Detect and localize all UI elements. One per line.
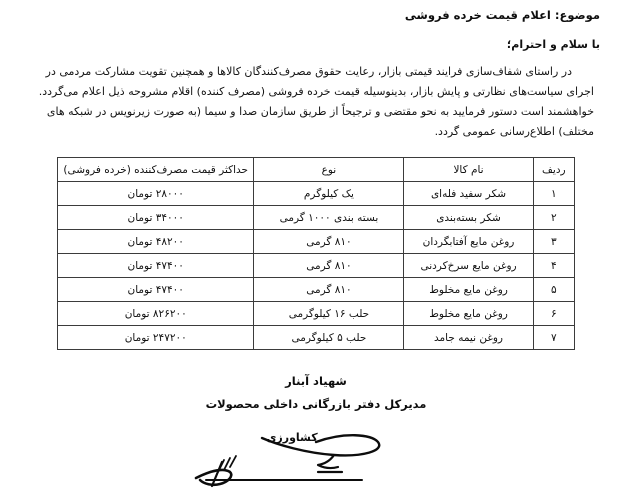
table-row: ۲ شکر بسته‌بندی بسته بندی ۱۰۰۰ گرمی ۳۴۰۰…	[56, 205, 576, 230]
document-greeting: با سلام و احترام؛	[506, 38, 600, 51]
table-header-row: ردیف نام کالا نوع حداکثر قیمت مصرف‌کننده…	[56, 157, 576, 182]
table-row: ۶ روغن مایع مخلوط حلب ۱۶ کیلوگرمی ۸۲۶۲۰۰…	[56, 301, 576, 326]
cell-radif: ۵	[532, 277, 576, 302]
signatory-name: شهیاد آبنار	[285, 374, 347, 388]
table-row: ۷ روغن نیمه جامد حلب ۵ کیلوگرمی ۲۴۷۲۰۰ ت…	[56, 325, 576, 350]
cell-radif: ۱	[532, 181, 576, 206]
cell-radif: ۶	[532, 301, 576, 326]
cell-type: یک کیلوگرم	[253, 181, 405, 206]
signature-handwritten-word: کشاورزی	[266, 431, 318, 444]
cell-type: بسته بندی ۱۰۰۰ گرمی	[253, 205, 405, 230]
signature-block: شهیاد آبنار مدیرکل دفتر بازرگانی داخلی م…	[0, 374, 632, 411]
body-line-2: اجرای سیاست‌های نظارتی و پایش بازار، بدی…	[38, 85, 594, 98]
price-table-container: ردیف نام کالا نوع حداکثر قیمت مصرف‌کننده…	[56, 157, 576, 350]
table-row: ۱ شکر سفید فله‌ای یک کیلوگرم ۲۸۰۰۰ تومان	[56, 181, 576, 206]
cell-price: ۲۸۰۰۰ تومان	[56, 181, 255, 206]
cell-price: ۳۴۰۰۰ تومان	[56, 205, 255, 230]
signatory-title: مدیرکل دفتر بازرگانی داخلی محصولات	[205, 397, 427, 411]
table-row: ۵ روغن مایع مخلوط ۸۱۰ گرمی ۴۷۴۰۰ تومان	[56, 277, 576, 302]
document-subject: موضوع: اعلام قیمت خرده فروشی	[404, 8, 600, 22]
column-header-price: حداکثر قیمت مصرف‌کننده (خرده فروشی)	[56, 157, 255, 182]
column-header-radif: ردیف	[532, 157, 576, 182]
cell-price: ۴۷۴۰۰ تومان	[56, 277, 255, 302]
column-header-name: نام کالا	[403, 157, 534, 182]
cell-name: روغن مایع آفتابگردان	[403, 229, 534, 254]
body-line-1: در راستای شفاف‌سازی فرایند قیمتی بازار، …	[45, 65, 572, 78]
table-row: ۳ روغن مایع آفتابگردان ۸۱۰ گرمی ۴۸۲۰۰ تو…	[56, 229, 576, 254]
cell-type: حلب ۵ کیلوگرمی	[253, 325, 405, 350]
cell-name: شکر بسته‌بندی	[403, 205, 534, 230]
cell-radif: ۳	[532, 229, 576, 254]
cell-radif: ۴	[532, 253, 576, 278]
cell-type: ۸۱۰ گرمی	[253, 229, 405, 254]
cell-type: ۸۱۰ گرمی	[253, 277, 405, 302]
cell-name: شکر سفید فله‌ای	[403, 181, 534, 206]
price-table: ردیف نام کالا نوع حداکثر قیمت مصرف‌کننده…	[56, 157, 576, 350]
cell-type: ۸۱۰ گرمی	[253, 253, 405, 278]
body-line-3: خواهشمند است دستور فرمایید به نحو مقتضی …	[46, 105, 594, 118]
cell-name: روغن مایع مخلوط	[403, 301, 534, 326]
cell-name: روغن مایع سرخ‌کردنی	[403, 253, 534, 278]
cell-name: روغن نیمه جامد	[403, 325, 534, 350]
cell-price: ۲۴۷۲۰۰ تومان	[56, 325, 255, 350]
cell-radif: ۲	[532, 205, 576, 230]
document-body: در راستای شفاف‌سازی فرایند قیمتی بازار، …	[36, 62, 594, 142]
table-row: ۴ روغن مایع سرخ‌کردنی ۸۱۰ گرمی ۴۷۴۰۰ توم…	[56, 253, 576, 278]
cell-price: ۸۲۶۲۰۰ تومان	[56, 301, 255, 326]
column-header-type: نوع	[253, 157, 405, 182]
cell-radif: ۷	[532, 325, 576, 350]
body-line-4: مختلف) اطلاع‌رسانی عمومی گردد.	[434, 125, 594, 138]
cell-name: روغن مایع مخلوط	[403, 277, 534, 302]
cell-price: ۴۸۲۰۰ تومان	[56, 229, 255, 254]
cell-price: ۴۷۴۰۰ تومان	[56, 253, 255, 278]
cell-type: حلب ۱۶ کیلوگرمی	[253, 301, 405, 326]
